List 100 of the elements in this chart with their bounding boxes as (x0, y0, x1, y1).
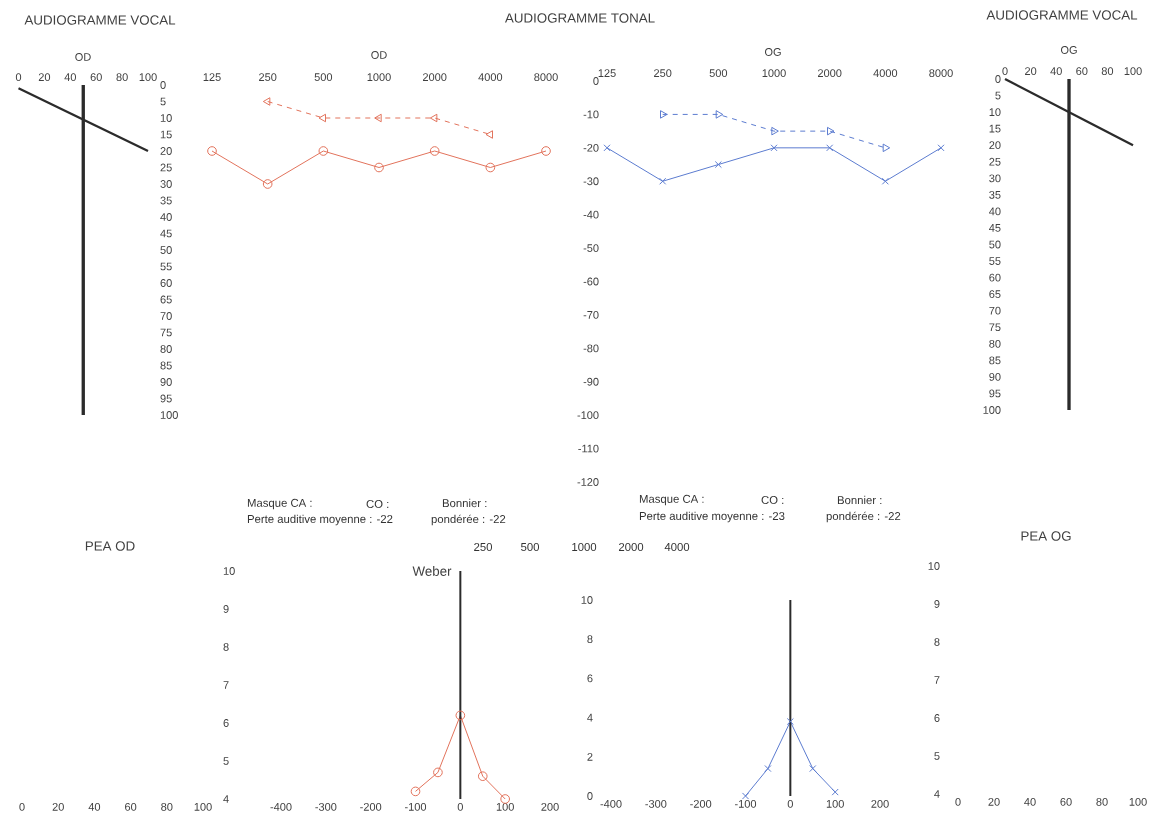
x-tick-label: 125 (598, 69, 616, 77)
text: Bonnier : (837, 495, 882, 505)
text: pondérée : -22 (826, 511, 901, 523)
text: Masque CA : (639, 494, 704, 506)
x-tick-label: 100 (139, 73, 157, 81)
chart-title: AUDIOGRAMME VOCAL (24, 15, 176, 25)
x-tick-label: 20 (52, 802, 64, 811)
point (541, 146, 551, 156)
x-tick-label: 4000 (873, 69, 898, 77)
y-tick-label: 45 (989, 224, 1001, 232)
x-tick-label: 80 (116, 73, 128, 81)
y-tick-label: 65 (989, 290, 1001, 299)
text: Perte auditive moyenne : -22 (247, 514, 393, 526)
x-tick-label: 100 (826, 799, 844, 808)
x-tick-label: -400 (600, 799, 622, 808)
x-axis-title: OG (764, 48, 781, 56)
x-tick-label: -100 (405, 802, 427, 811)
point (500, 794, 511, 804)
y-tick-label: 5 (223, 757, 229, 765)
x-tick-label: 20 (1025, 67, 1037, 75)
y-tick-label: -10 (583, 110, 599, 119)
y-tick-label: -30 (583, 177, 599, 186)
y-tick-label: 20 (160, 147, 172, 155)
y-tick-label: -100 (577, 411, 599, 420)
x-tick-label: 200 (541, 802, 559, 811)
x-tick-label: -300 (315, 802, 337, 811)
y-tick-label: 25 (989, 157, 1001, 166)
y-tick-label: 35 (989, 190, 1001, 199)
y-tick-label: 40 (989, 207, 1001, 216)
chart-title: PEA OG (1021, 531, 1071, 541)
point (603, 144, 611, 152)
x-tick-label: 2000 (817, 69, 842, 77)
x-tick-label: 60 (90, 73, 102, 81)
y-tick-label: 6 (934, 714, 940, 722)
x-axis-title: OG (1060, 46, 1077, 54)
point (318, 146, 329, 156)
x-tick-label: 500 (709, 69, 728, 77)
y-tick-label: -90 (583, 377, 599, 386)
y-tick-label: 95 (989, 389, 1001, 398)
x-tick-label: 0 (955, 798, 961, 806)
y-tick-label: -120 (577, 478, 599, 486)
x-tick-label: 1000 (762, 69, 786, 77)
x-tick-label: 8000 (534, 73, 558, 81)
point (741, 792, 750, 800)
y-tick-label: 100 (983, 406, 1001, 414)
point (485, 130, 494, 139)
x-tick-label: 40 (1050, 67, 1062, 75)
y-tick-label: -70 (583, 311, 599, 319)
text: CO : (366, 499, 389, 509)
point (207, 146, 217, 156)
y-tick-label: 7 (223, 681, 229, 689)
point (771, 126, 779, 136)
point (477, 771, 488, 782)
y-tick-label: 10 (989, 108, 1001, 116)
x-tick-label: 100 (496, 802, 514, 811)
text: 4000 (664, 542, 690, 552)
x-tick-label: 500 (314, 73, 333, 81)
y-tick-label: 6 (587, 674, 593, 683)
x-tick-label: -400 (270, 802, 292, 811)
x-tick-label: 60 (1060, 798, 1072, 806)
y-tick-label: -20 (583, 143, 599, 152)
y-tick-label: 2 (587, 752, 593, 761)
y-tick-label: 60 (989, 273, 1001, 282)
y-tick-label: -40 (583, 210, 599, 219)
y-tick-label: 35 (160, 196, 172, 205)
point (764, 765, 772, 773)
y-tick-label: 70 (989, 306, 1001, 315)
y-tick-label: 9 (223, 605, 229, 613)
y-tick-label: 95 (160, 394, 172, 403)
y-tick-label: 70 (160, 312, 172, 320)
point (455, 710, 466, 721)
y-tick-label: 5 (160, 97, 166, 106)
chart-title: PEA OD (85, 541, 135, 551)
x-tick-label: 60 (125, 802, 137, 811)
point (374, 162, 384, 173)
y-tick-label: 90 (989, 373, 1001, 381)
x-tick-label: 2000 (422, 73, 447, 81)
y-tick-label: 75 (160, 328, 172, 337)
y-tick-label: 25 (160, 163, 172, 172)
y-tick-label: 0 (160, 81, 166, 89)
point (770, 144, 778, 152)
x-tick-label: 250 (654, 69, 672, 77)
x-tick-label: -300 (645, 799, 667, 808)
x-tick-label: -200 (690, 799, 712, 808)
x-tick-label: 40 (1024, 798, 1036, 806)
chart-title: Weber (412, 566, 452, 576)
y-tick-label: 20 (989, 141, 1001, 150)
point (715, 110, 724, 119)
x-tick-label: 250 (259, 73, 277, 81)
y-tick-label: -80 (583, 344, 599, 353)
x-axis-title: OD (371, 51, 387, 59)
x-tick-label: 0 (1002, 67, 1008, 75)
y-tick-label: 7 (934, 676, 940, 684)
point (433, 767, 443, 778)
x-tick-label: 100 (1129, 798, 1147, 806)
x-tick-label: -100 (735, 799, 757, 808)
y-tick-label: 10 (928, 562, 940, 570)
point (809, 765, 817, 773)
y-tick-label: 8 (934, 638, 940, 646)
text: Bonnier : (442, 498, 487, 508)
